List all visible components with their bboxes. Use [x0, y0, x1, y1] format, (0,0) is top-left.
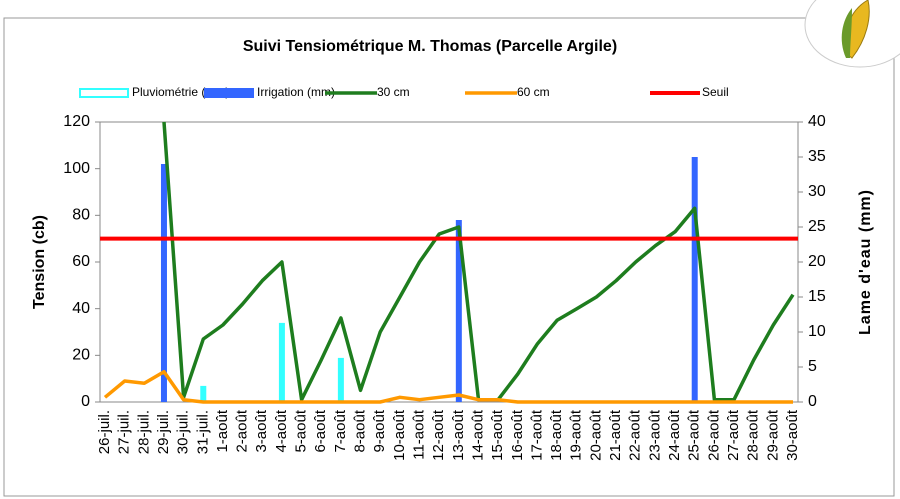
legend-label: 30 cm	[377, 85, 410, 99]
x-tick-label: 27-août	[725, 409, 742, 461]
x-tick-label: 18-août	[548, 409, 565, 461]
x-tick-label: 16-août	[509, 409, 526, 461]
x-tick-label: 4-août	[273, 409, 290, 452]
bar	[338, 358, 344, 402]
y2-tick-label: 35	[808, 148, 826, 165]
x-tick-label: 30-juil.	[175, 410, 192, 454]
y2-tick-label: 0	[808, 393, 817, 410]
x-tick-label: 6-août	[312, 409, 329, 452]
x-tick-label: 31-juil.	[194, 410, 211, 454]
x-tick-label: 8-août	[352, 409, 369, 452]
x-tick-label: 7-août	[332, 409, 349, 452]
bar	[692, 157, 698, 402]
y-tick-label: 40	[72, 300, 90, 317]
x-tick-label: 14-août	[469, 409, 486, 461]
x-tick-label: 28-août	[745, 409, 762, 461]
x-tick-label: 30-août	[784, 409, 801, 461]
x-tick-label: 19-août	[568, 409, 585, 461]
y2-tick-label: 30	[808, 183, 826, 200]
x-tick-label: 20-août	[587, 409, 604, 461]
x-tick-label: 11-août	[410, 409, 427, 460]
x-tick-label: 26-juil.	[96, 410, 113, 454]
x-tick-label: 22-août	[627, 409, 644, 461]
y-tick-label: 100	[63, 160, 90, 177]
bar	[279, 323, 285, 402]
chart-title: Suivi Tensiométrique M. Thomas (Parcelle…	[243, 38, 617, 55]
x-tick-label: 29-juil.	[155, 410, 172, 454]
chart: Suivi Tensiométrique M. Thomas (Parcelle…	[0, 0, 900, 499]
y2-tick-label: 25	[808, 218, 826, 235]
y-tick-label: 60	[72, 253, 90, 270]
y2-tick-label: 20	[808, 253, 826, 270]
legend-swatch	[205, 89, 253, 97]
y-tick-label: 0	[81, 393, 90, 410]
x-tick-label: 2-août	[234, 409, 251, 452]
x-tick-label: 21-août	[607, 409, 624, 461]
x-tick-label: 9-août	[371, 409, 388, 452]
legend-label: 60 cm	[517, 85, 550, 99]
x-tick-label: 25-août	[686, 409, 703, 461]
x-tick-label: 29-août	[764, 409, 781, 461]
bar	[200, 386, 206, 402]
y2-tick-label: 5	[808, 358, 817, 375]
y-tick-label: 120	[63, 113, 90, 130]
y2-tick-label: 10	[808, 323, 826, 340]
x-tick-label: 26-août	[705, 409, 722, 461]
legend-label: Seuil	[702, 85, 729, 99]
legend-swatch	[80, 89, 128, 97]
bar	[161, 164, 167, 402]
legend-label: Irrigation (mm)	[257, 85, 335, 99]
x-tick-label: 24-août	[666, 409, 683, 461]
x-tick-label: 13-août	[450, 409, 467, 461]
x-tick-label: 5-août	[293, 409, 310, 452]
x-tick-label: 3-août	[253, 409, 270, 452]
y-tick-label: 80	[72, 207, 90, 224]
y2-axis-label: Lame d'eau (mm)	[857, 189, 874, 335]
x-tick-label: 1-août	[214, 409, 231, 452]
x-tick-label: 12-août	[430, 409, 447, 461]
x-tick-label: 15-août	[489, 409, 506, 461]
y2-tick-label: 40	[808, 113, 826, 130]
x-tick-label: 17-août	[528, 409, 545, 461]
y-axis-label: Tension (cb)	[31, 215, 48, 309]
y-tick-label: 20	[72, 347, 90, 364]
x-tick-label: 23-août	[646, 409, 663, 461]
y2-tick-label: 15	[808, 288, 826, 305]
x-tick-label: 28-juil.	[135, 410, 152, 454]
x-tick-label: 10-août	[391, 409, 408, 461]
x-tick-label: 27-juil.	[116, 410, 133, 454]
